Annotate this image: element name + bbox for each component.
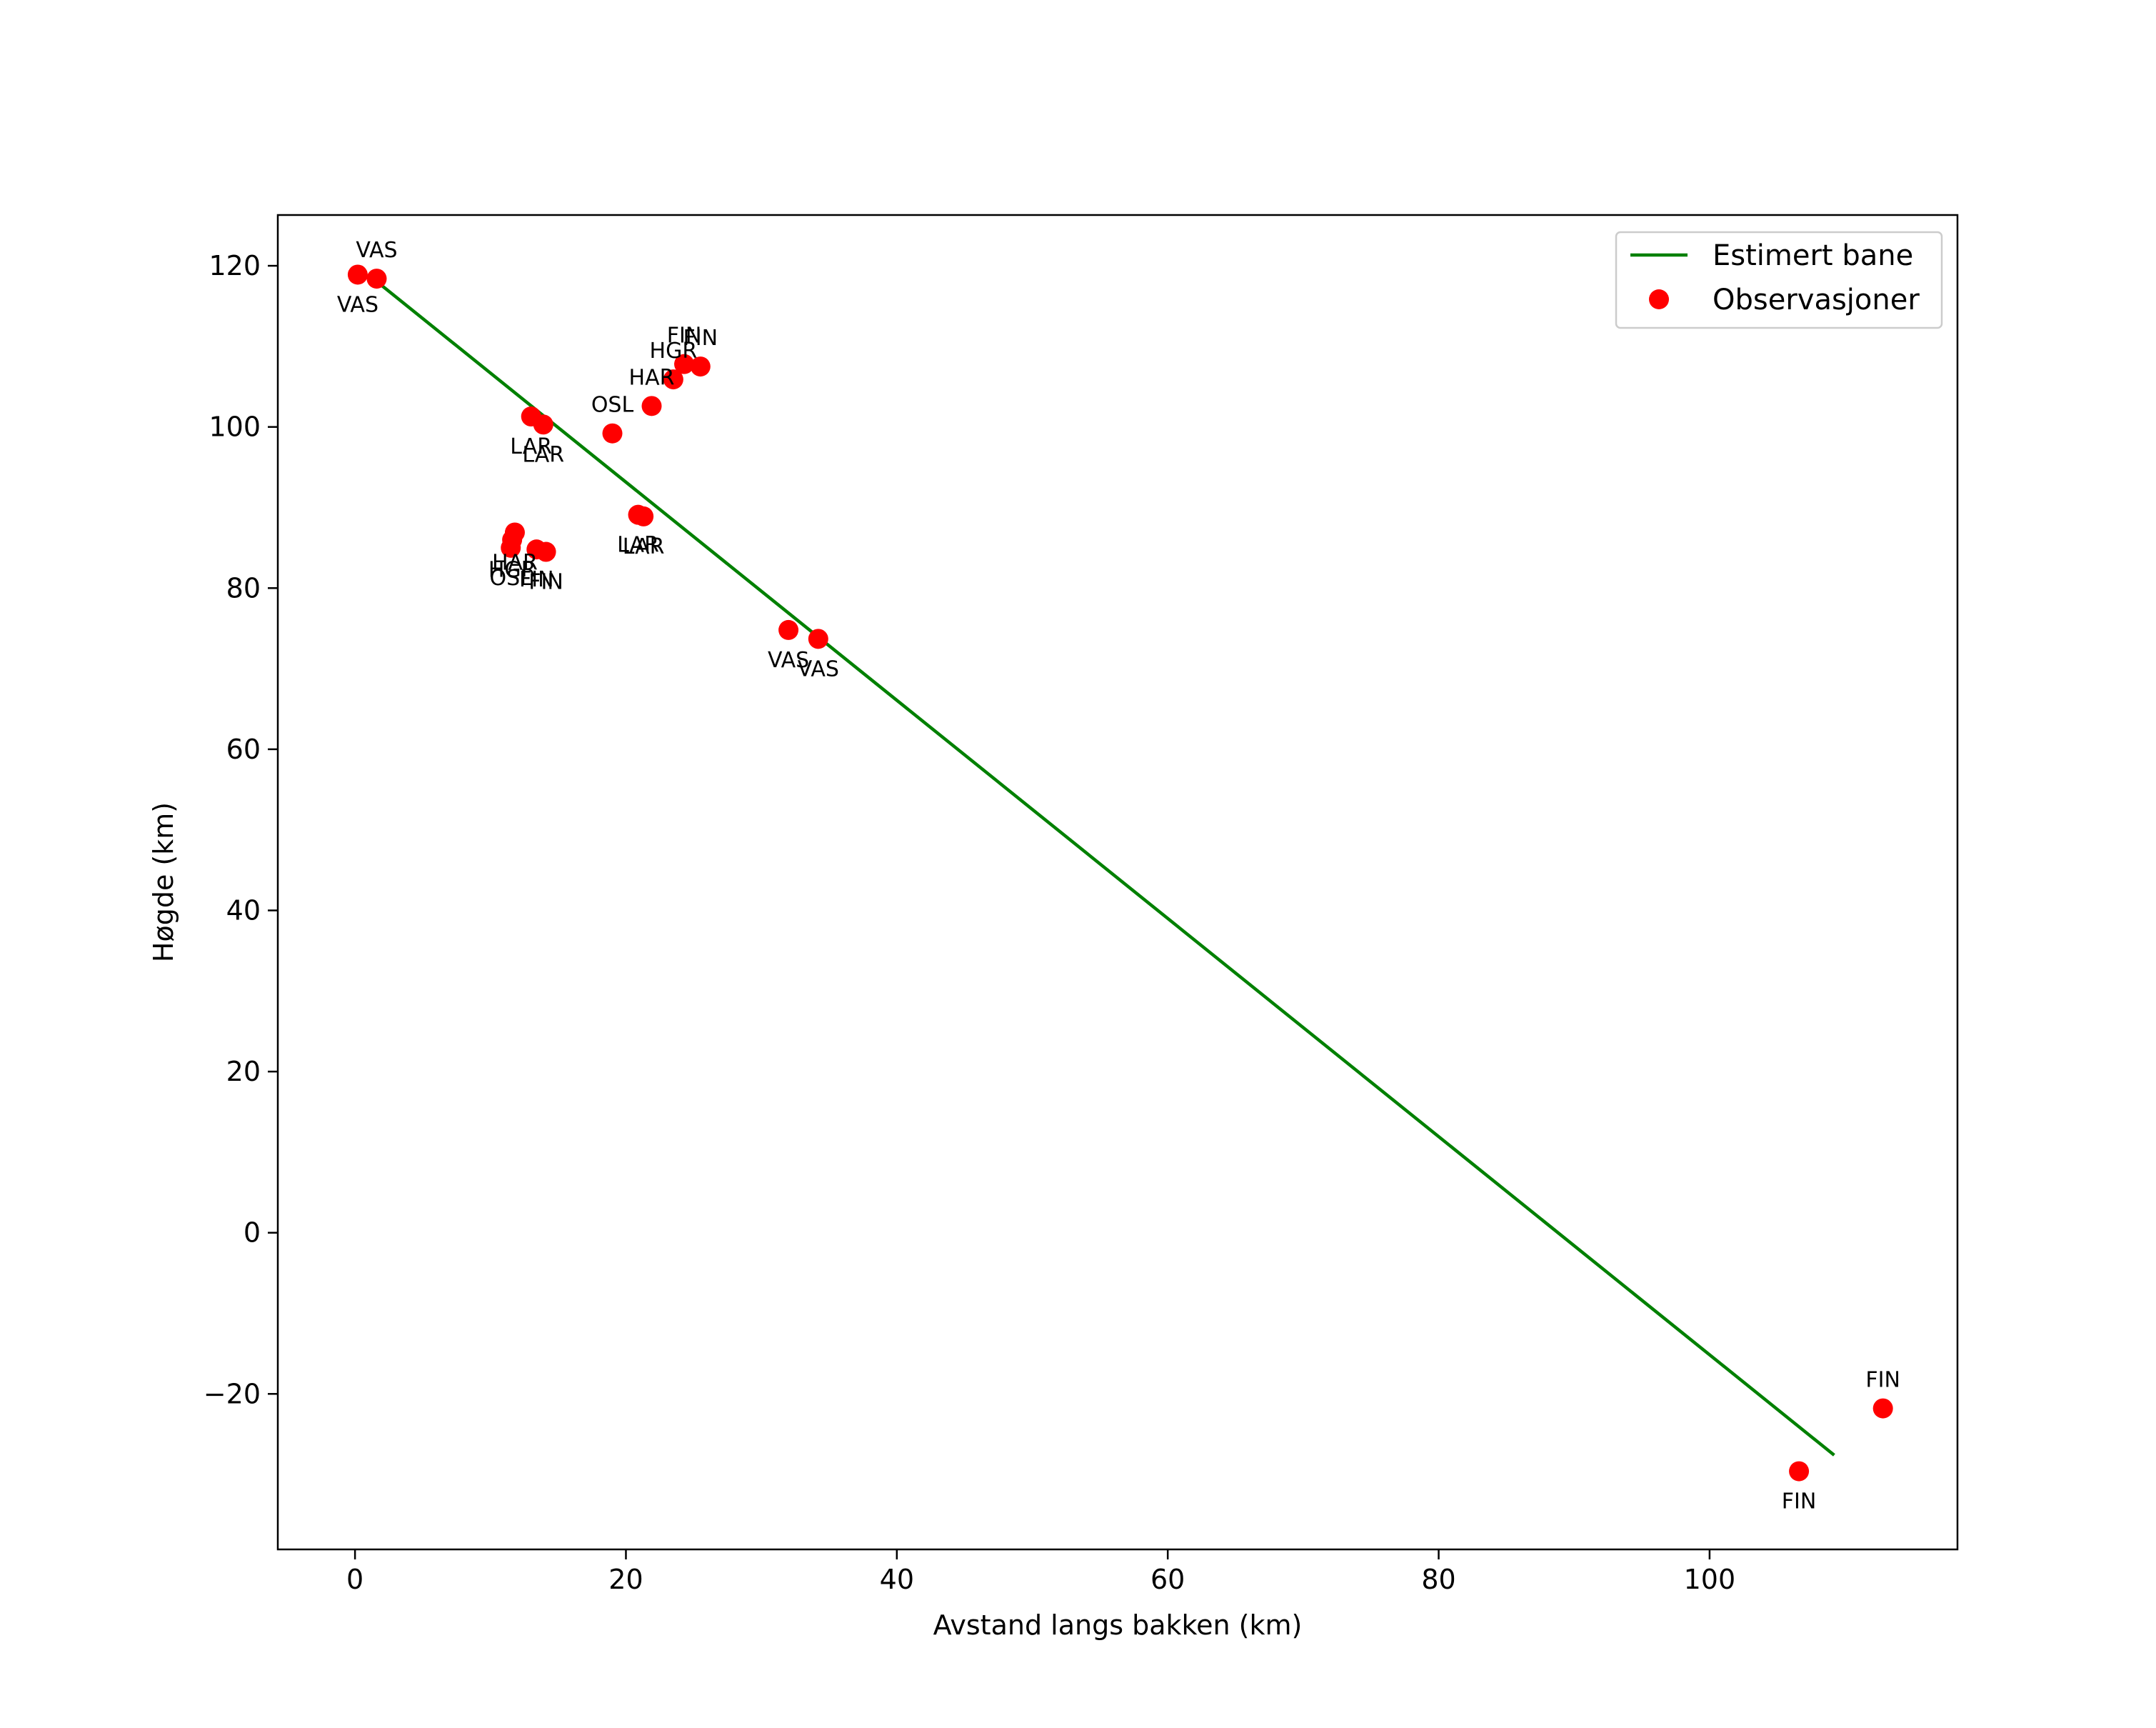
observation-label: FIN [528, 570, 563, 595]
x-tick-label: 60 [1150, 1564, 1185, 1595]
observation-point [347, 264, 368, 285]
line-layer [370, 276, 1835, 1457]
x-tick-label: 20 [608, 1564, 643, 1595]
observation-label: OSL [490, 566, 533, 591]
observation-point [366, 269, 387, 289]
y-tick-label: 120 [209, 250, 261, 281]
observation-label: VAS [337, 292, 378, 317]
observation-point [1872, 1398, 1893, 1419]
observation-label: VAS [798, 656, 839, 681]
observation-label: HGR [488, 558, 536, 583]
observation-point [674, 354, 695, 374]
observation-point [633, 506, 654, 526]
x-axis-label: Avstand langs bakken (km) [933, 1609, 1303, 1641]
observation-label: LAR [623, 534, 665, 559]
observation-label: OSL [591, 393, 634, 418]
observation-point [641, 396, 662, 416]
observation-point [536, 541, 556, 562]
legend-label-line: Estimert bane [1713, 239, 1913, 272]
observation-label: LAR [510, 434, 552, 459]
y-tick-label: −20 [204, 1378, 261, 1409]
observation-label: HAR [629, 365, 675, 390]
observation-label: FIN [1782, 1489, 1817, 1514]
x-tick-label: 80 [1421, 1564, 1455, 1595]
x-tick-label: 40 [880, 1564, 914, 1595]
y-tick-label: 0 [244, 1217, 261, 1249]
y-axis-label: Høgde (km) [148, 802, 179, 962]
observation-label: FIN [1865, 1368, 1900, 1393]
x-axis-ticks: 0 20 40 60 80 100 [346, 1549, 1735, 1595]
marker-layer [347, 264, 1893, 1482]
axes-frame [276, 214, 1959, 1551]
observation-point [690, 356, 711, 377]
legend-box [1615, 231, 1943, 329]
observation-point [602, 423, 623, 444]
y-axis-ticks: −20 0 20 40 60 80 100 120 [204, 250, 278, 1409]
observation-label: VAS [356, 238, 397, 263]
observation-point [501, 537, 521, 558]
observation-label: FIN [667, 324, 702, 349]
y-tick-label: 20 [226, 1056, 261, 1087]
observation-label: VAS [768, 648, 809, 673]
observation-point [533, 414, 553, 435]
y-tick-label: 100 [209, 411, 261, 443]
observation-point [663, 369, 683, 390]
observation-label: FIN [683, 326, 718, 351]
observation-point [808, 629, 828, 649]
legend-label-marker: Observasjoner [1713, 284, 1920, 316]
y-tick-label: 60 [226, 734, 261, 765]
legend-marker-swatch [1649, 289, 1669, 309]
observation-label: LAR [617, 533, 659, 558]
y-tick-label: 40 [226, 894, 261, 926]
point-label-layer: VASVASLARLAROSLHARHGRFINFINHARHGROSLFINF… [337, 238, 1900, 1514]
x-tick-label: 0 [346, 1564, 363, 1595]
observation-label: HGR [650, 339, 698, 364]
observation-point [778, 619, 799, 640]
observation-label: HAR [492, 550, 538, 575]
trajectory-line [370, 276, 1835, 1457]
y-tick-label: 80 [226, 572, 261, 604]
observation-point [1789, 1461, 1810, 1482]
observation-label: FIN [519, 567, 554, 592]
x-tick-label: 100 [1684, 1564, 1736, 1595]
plot-area: VASVASLARLAROSLHARHGRFINFINHARHGROSLFINF… [337, 238, 1900, 1514]
legend: Estimert bane Observasjoner [1615, 231, 1943, 329]
observation-label: LAR [522, 442, 564, 467]
